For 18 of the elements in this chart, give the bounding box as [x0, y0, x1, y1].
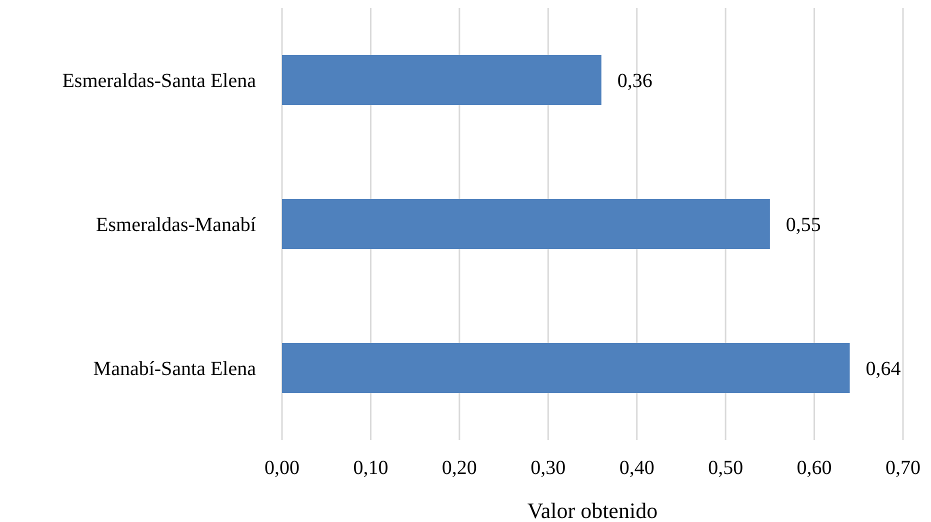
data-label: 0,55 [786, 214, 821, 236]
x-tick-label: 0,40 [619, 457, 654, 480]
x-tick-label: 0,00 [264, 457, 300, 480]
bar [282, 343, 850, 393]
x-tick-label: 0,50 [708, 457, 744, 480]
data-label: 0,64 [866, 358, 901, 380]
bar [282, 55, 602, 105]
x-axis-title: Valor obtenido [527, 498, 658, 522]
data-label: 0,36 [617, 70, 652, 92]
x-tick-label: 0,20 [442, 457, 477, 480]
x-tick-label: 0,10 [353, 457, 388, 480]
bar [282, 199, 770, 249]
x-tick-label: 0,30 [530, 457, 566, 480]
x-tick-label: 0,60 [796, 457, 832, 480]
y-tick-label: Esmeraldas-Manabí [96, 214, 256, 236]
x-tick-label: 0,70 [886, 457, 920, 480]
y-tick-label: Manabí-Santa Elena [93, 358, 256, 380]
y-tick-label: Esmeraldas-Santa Elena [62, 70, 256, 92]
